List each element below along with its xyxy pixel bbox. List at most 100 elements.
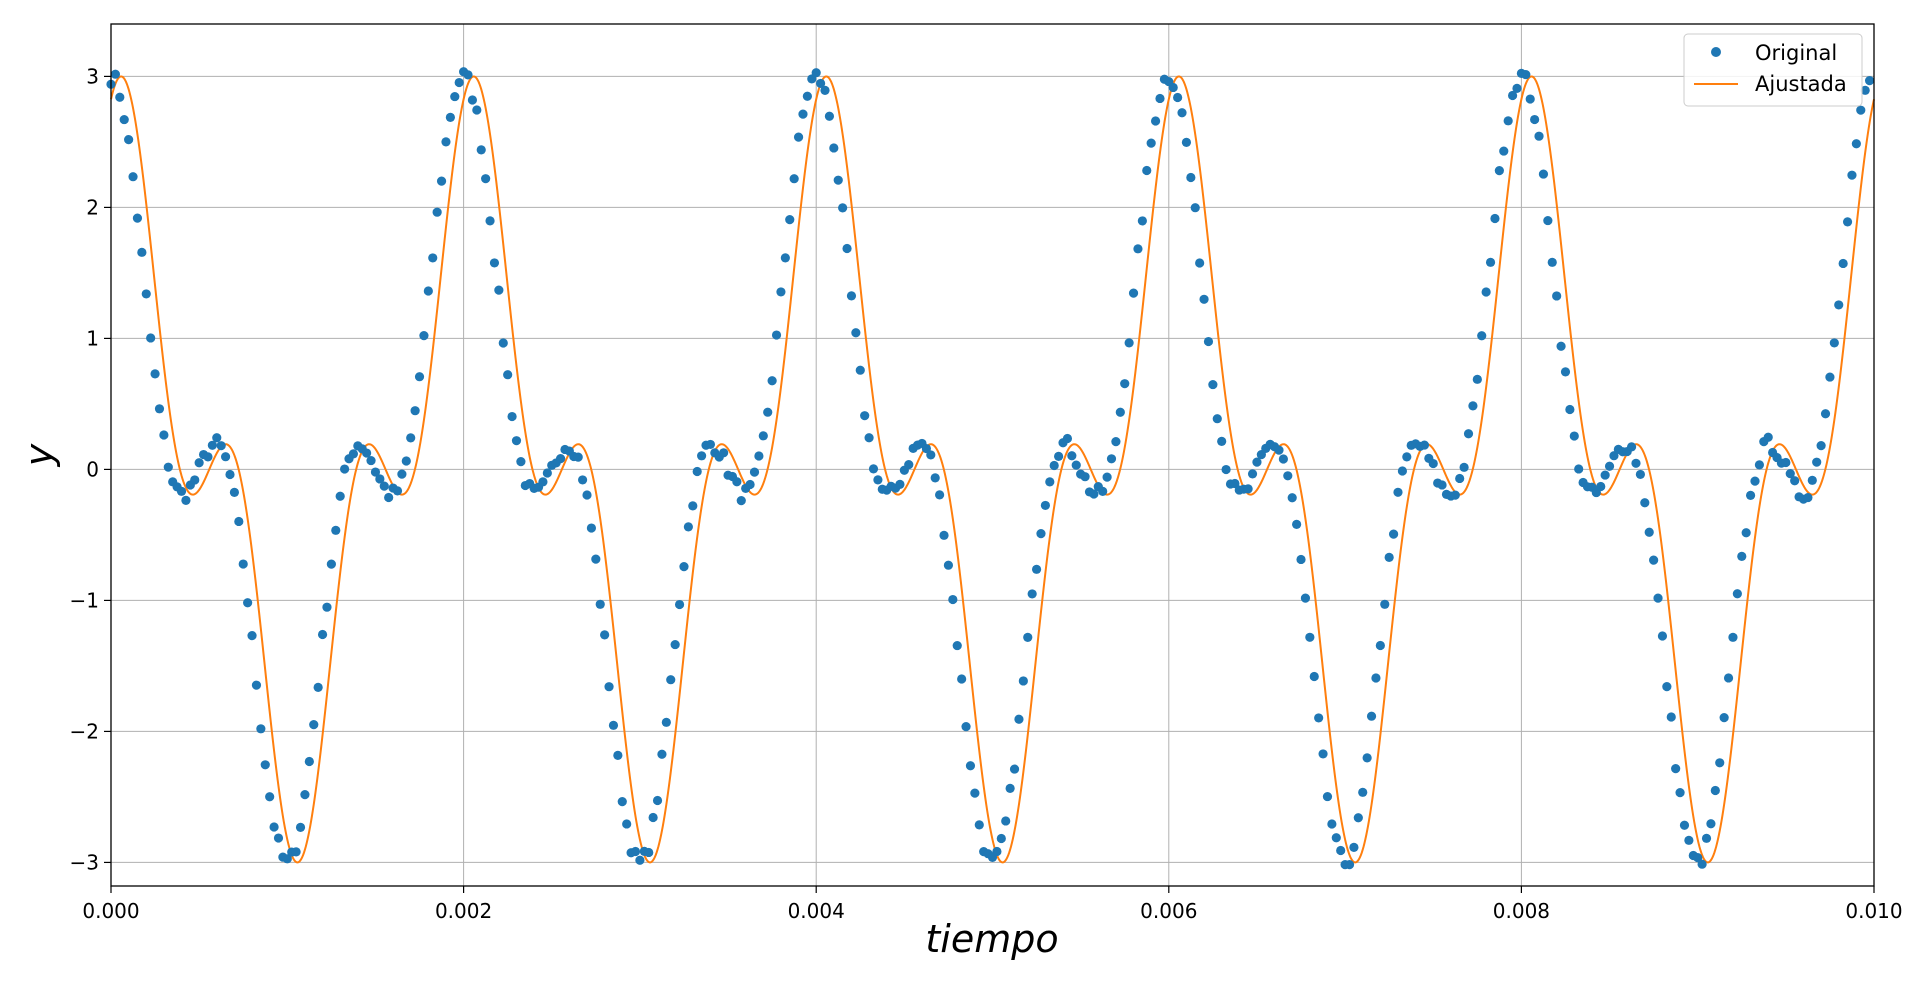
data-point bbox=[225, 469, 235, 480]
data-point bbox=[1366, 711, 1377, 721]
data-point bbox=[873, 475, 883, 485]
data-point bbox=[666, 675, 676, 685]
y-tick-label: −3 bbox=[70, 850, 99, 874]
data-point bbox=[238, 559, 248, 569]
data-point bbox=[190, 475, 200, 485]
data-point bbox=[406, 433, 416, 443]
data-point bbox=[785, 215, 795, 225]
data-point bbox=[824, 111, 835, 121]
y-tick-label: −1 bbox=[70, 588, 99, 612]
data-point bbox=[1790, 476, 1800, 486]
data-point bbox=[1750, 476, 1760, 486]
data-point bbox=[1067, 451, 1077, 461]
data-point bbox=[780, 253, 790, 263]
data-point bbox=[159, 430, 169, 440]
data-point bbox=[1150, 116, 1161, 126]
data-point bbox=[132, 213, 143, 223]
data-point bbox=[1785, 469, 1795, 479]
data-point bbox=[683, 522, 693, 532]
data-point bbox=[1199, 294, 1209, 304]
data-point bbox=[467, 95, 478, 105]
data-point bbox=[498, 338, 508, 348]
x-tick-label: 0.002 bbox=[435, 899, 492, 923]
data-point bbox=[1600, 470, 1610, 480]
data-point bbox=[1252, 457, 1262, 467]
data-point bbox=[1499, 146, 1509, 156]
data-point bbox=[798, 109, 808, 119]
data-point bbox=[1825, 372, 1835, 382]
data-point bbox=[1195, 258, 1205, 268]
data-point bbox=[573, 452, 583, 462]
data-point bbox=[476, 145, 486, 155]
data-point bbox=[1331, 833, 1341, 843]
data-point bbox=[1803, 492, 1813, 503]
data-point bbox=[1745, 490, 1756, 500]
data-point bbox=[445, 112, 455, 122]
data-point bbox=[1820, 409, 1831, 419]
data-point bbox=[688, 501, 698, 511]
data-point bbox=[1834, 300, 1844, 310]
y-tick-label: 3 bbox=[86, 64, 99, 88]
data-point bbox=[635, 855, 645, 865]
data-point bbox=[335, 491, 345, 501]
data-point bbox=[1666, 712, 1676, 722]
data-point bbox=[1155, 93, 1165, 104]
data-point bbox=[1653, 593, 1663, 603]
data-point bbox=[1120, 379, 1130, 389]
data-point bbox=[622, 819, 632, 829]
data-point bbox=[851, 328, 861, 338]
data-point bbox=[965, 761, 976, 771]
data-point bbox=[1851, 139, 1861, 149]
data-point bbox=[652, 795, 663, 806]
data-point bbox=[816, 78, 826, 89]
data-point bbox=[309, 719, 319, 730]
data-point bbox=[771, 330, 782, 340]
data-point bbox=[1569, 431, 1579, 441]
data-point bbox=[736, 496, 746, 506]
data-point bbox=[1124, 338, 1134, 348]
data-point bbox=[1684, 835, 1694, 845]
data-point bbox=[1208, 379, 1218, 390]
data-point bbox=[1318, 749, 1328, 759]
data-point bbox=[1706, 819, 1716, 829]
data-point bbox=[855, 365, 865, 375]
data-point bbox=[137, 247, 147, 257]
data-point bbox=[578, 475, 588, 485]
data-point bbox=[1230, 478, 1240, 489]
data-point bbox=[1393, 487, 1403, 497]
data-point bbox=[1292, 519, 1302, 529]
data-point bbox=[485, 216, 495, 226]
data-point bbox=[1490, 213, 1500, 224]
data-point bbox=[961, 722, 971, 732]
data-point bbox=[124, 135, 134, 145]
data-point bbox=[1362, 753, 1372, 763]
data-point bbox=[300, 790, 310, 800]
data-point bbox=[1455, 473, 1465, 484]
data-point bbox=[1781, 457, 1791, 468]
data-point bbox=[1715, 758, 1725, 768]
x-tick-label: 0.000 bbox=[82, 899, 139, 923]
data-point bbox=[939, 530, 949, 540]
data-point bbox=[657, 749, 667, 759]
data-point bbox=[1723, 673, 1734, 683]
data-point bbox=[1710, 785, 1720, 796]
data-point bbox=[719, 448, 729, 458]
data-point bbox=[895, 479, 905, 489]
data-point bbox=[833, 175, 843, 185]
data-point bbox=[472, 105, 482, 115]
legend-marker-original bbox=[1711, 47, 1721, 57]
data-point bbox=[115, 92, 125, 102]
data-point bbox=[1384, 552, 1394, 562]
data-point bbox=[1450, 490, 1460, 500]
data-point bbox=[1631, 458, 1641, 468]
data-point bbox=[802, 91, 812, 101]
data-point bbox=[1146, 138, 1156, 148]
data-point bbox=[1463, 429, 1474, 439]
data-point bbox=[608, 720, 619, 730]
data-point bbox=[670, 639, 680, 650]
data-point bbox=[1728, 632, 1738, 642]
data-point bbox=[1102, 472, 1112, 482]
data-point bbox=[1296, 554, 1306, 565]
data-point bbox=[317, 629, 328, 640]
